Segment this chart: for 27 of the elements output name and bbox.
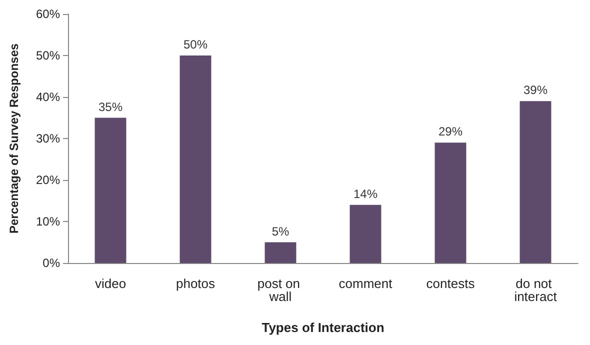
bar (350, 204, 382, 263)
y-tick-label: 0% (42, 256, 60, 270)
y-tick-label: 30% (36, 132, 60, 146)
x-tick-label: video (94, 276, 126, 291)
bar (520, 101, 552, 263)
y-tick-label: 60% (36, 7, 60, 21)
y-tick-label: 10% (36, 214, 60, 228)
y-tick-label: 40% (36, 90, 60, 104)
x-tick-label: photos (176, 276, 216, 291)
x-tick-label: contests (426, 276, 476, 291)
y-tick-label: 20% (36, 173, 60, 187)
data-label: 29% (438, 124, 463, 139)
bar (264, 242, 296, 263)
data-label: 50% (183, 38, 208, 52)
data-label: 14% (353, 186, 378, 201)
x-axis-title: Types of Interaction (262, 320, 384, 335)
y-axis-title: Percentage of Survey Responses (7, 43, 21, 234)
data-label: 39% (523, 83, 548, 98)
x-tick-label: comment (338, 276, 393, 291)
data-label: 5% (272, 224, 290, 238)
y-tick-label: 50% (36, 48, 60, 62)
bar (180, 56, 212, 263)
x-tick-label: do not interact (514, 276, 558, 304)
x-tick-label: post on wall (257, 276, 304, 304)
bar (94, 118, 126, 263)
bar (434, 142, 466, 263)
data-label: 35% (98, 100, 123, 114)
